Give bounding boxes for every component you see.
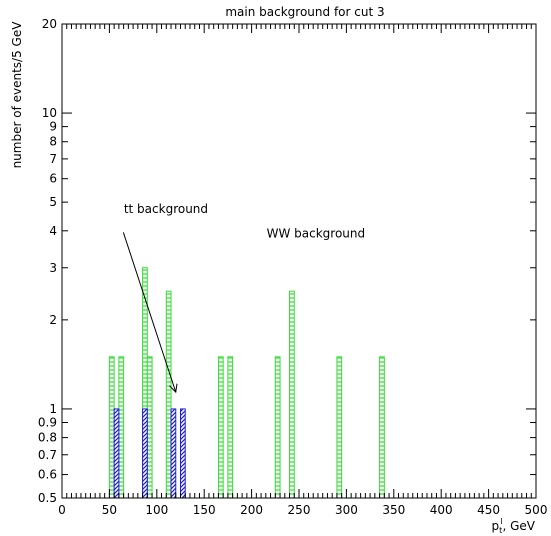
- y-tick-label: 3: [49, 261, 57, 275]
- x-axis-label-main: p: [491, 519, 499, 533]
- tt-bar-3: [180, 408, 186, 499]
- ww-bar-0: [108, 356, 115, 499]
- y-tick-label: 5: [49, 195, 57, 209]
- x-axis-label-sub: t: [499, 526, 502, 535]
- y-tick-label: 2: [49, 313, 57, 327]
- ww-bar-10: [379, 356, 385, 499]
- tt-bar-0: [113, 408, 120, 499]
- ww-bars: [108, 267, 385, 499]
- y-tick-label: 8: [49, 135, 57, 149]
- tt-bar-2: [170, 408, 177, 499]
- x-axis-label-unit: , GeV: [502, 519, 535, 533]
- x-tick-label: 50: [102, 503, 117, 517]
- y-axis-label: number of events/5 GeV: [10, 21, 24, 169]
- y-tick-label: 0.7: [38, 448, 57, 462]
- ww-bar-9: [336, 356, 343, 499]
- annotation-tt: tt background: [124, 202, 208, 216]
- ww-bar-6: [227, 356, 234, 499]
- arrow: [122, 232, 175, 392]
- y-tick-label: 0.8: [38, 431, 57, 445]
- ww-bar-5: [217, 356, 224, 499]
- x-tick-label: 150: [193, 503, 216, 517]
- y-tick-label: 0.5: [38, 491, 57, 505]
- x-tick-label: 400: [430, 503, 453, 517]
- ww-bar-3: [146, 356, 153, 499]
- annotation-ww: WW background: [267, 226, 366, 240]
- ww-bar-8: [289, 290, 295, 499]
- x-tick-label: 200: [240, 503, 263, 517]
- x-axis-ticks: 0 50 100 150 200 250 300 350 400 450 500: [58, 24, 547, 517]
- x-tick-label: 450: [477, 503, 500, 517]
- y-tick-label: 0.6: [38, 468, 57, 482]
- x-tick-label: 300: [335, 503, 358, 517]
- ww-bar-4: [165, 290, 172, 499]
- y-tick-label: 6: [49, 172, 57, 186]
- tt-bar-1: [142, 408, 148, 499]
- chart-title: main background for cut 3: [225, 5, 384, 19]
- y-tick-label: 20: [42, 17, 57, 31]
- y-tick-label: 0.9: [38, 415, 57, 429]
- y-tick-label: 9: [49, 120, 57, 134]
- x-tick-label: 250: [288, 503, 311, 517]
- x-axis-label-sup: l: [500, 517, 502, 526]
- ww-bar-7: [274, 356, 281, 499]
- x-axis-label: ptl, GeV: [491, 517, 535, 535]
- x-tick-label: 350: [382, 503, 405, 517]
- x-tick-label: 0: [58, 503, 66, 517]
- ww-bar-1: [118, 356, 125, 499]
- y-tick-label: 1: [49, 402, 57, 416]
- y-tick-label: 10: [42, 106, 57, 120]
- y-tick-label: 4: [49, 224, 57, 238]
- x-tick-label: 500: [525, 503, 548, 517]
- x-tick-label: 100: [145, 503, 168, 517]
- y-tick-label: 7: [49, 152, 57, 166]
